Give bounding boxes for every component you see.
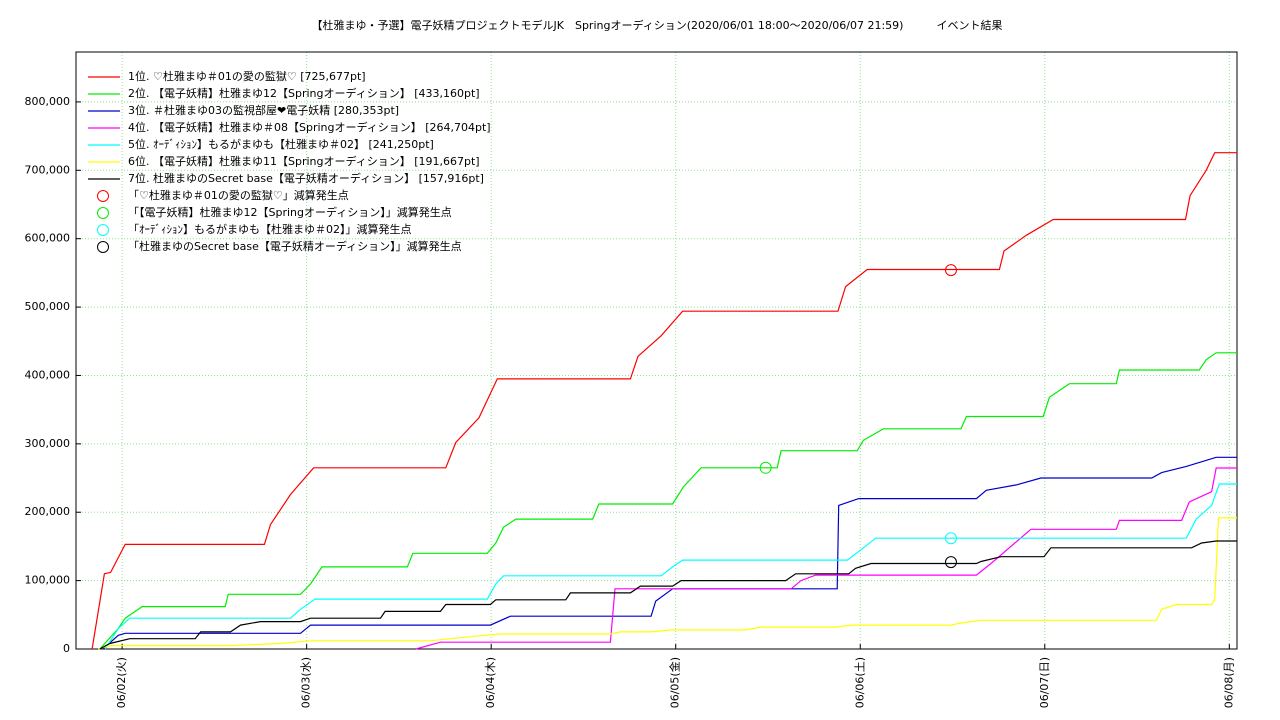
- legend-label: 5位. ｵｰﾃﾞｨｼｮﾝ】もるがまゆも【杜雅まゆ＃02】 [241,250pt]: [128, 137, 434, 151]
- y-tick-label: 100,000: [25, 574, 71, 587]
- series-line: [91, 152, 1237, 650]
- legend-label: 2位. 【電子妖精】杜雅まゆ12【Springオーディション】 [433,160…: [128, 86, 480, 100]
- legend-label: 1位. ♡杜雅まゆ＃01の愛の監獄♡ [725,677pt]: [128, 69, 366, 83]
- legend-swatch: [97, 224, 109, 236]
- series-line: [99, 352, 1237, 650]
- marker: [944, 532, 957, 545]
- x-tick-label: 06/05(金): [668, 657, 682, 708]
- plot-frame: [75, 51, 1238, 650]
- x-tick-label: 06/06(土): [853, 657, 866, 708]
- x-tick-label: 06/08(月): [1222, 657, 1235, 708]
- series-line: [99, 540, 1237, 650]
- chart-title: 【杜雅まゆ・予選】電子妖精プロジェクトモデルJK Springオーディション(2…: [312, 18, 1003, 32]
- legend-label: 「杜雅まゆのSecret base【電子妖精オーディション】」減算発生点: [128, 239, 462, 253]
- marker: [759, 461, 772, 474]
- legend-label: 「♡杜雅まゆ＃01の愛の監獄♡」減算発生点: [128, 188, 349, 202]
- legend-swatch: [97, 241, 109, 253]
- series-line: [102, 456, 1237, 650]
- y-tick-label: 300,000: [25, 437, 71, 450]
- series-line: [98, 517, 1237, 650]
- x-tick-label: 06/02(火): [115, 657, 128, 708]
- x-tick-label: 06/07(日): [1038, 657, 1051, 708]
- marker: [944, 264, 957, 277]
- legend-label: 4位. 【電子妖精】杜雅まゆ＃08【Springオーディション】 [264,70…: [128, 120, 491, 134]
- series-line: [415, 467, 1237, 650]
- y-tick-label: 400,000: [25, 368, 71, 381]
- x-tick-label: 06/04(木): [484, 657, 497, 708]
- y-tick-label: 600,000: [25, 232, 71, 245]
- legend-label: 「ｵｰﾃﾞｨｼｮﾝ】もるがまゆも【杜雅まゆ＃02】」減算発生点: [128, 222, 412, 236]
- legend-label: 3位. ＃杜雅まゆ03の監視部屋❤電子妖精 [280,353pt]: [128, 103, 399, 117]
- legend-swatch: [97, 190, 109, 202]
- y-tick-label: 200,000: [25, 505, 71, 518]
- y-tick-label: 800,000: [25, 95, 71, 108]
- legend-label: 「【電子妖精】杜雅まゆ12【Springオーディション】」減算発生点: [128, 205, 452, 219]
- y-tick-label: 700,000: [25, 163, 71, 176]
- y-tick-label: 500,000: [25, 300, 71, 313]
- legend-label: 7位. 杜雅まゆのSecret base【電子妖精オーディション】 [157,9…: [128, 171, 484, 185]
- y-tick-label: 0: [63, 642, 70, 655]
- marker: [944, 556, 957, 569]
- legend-swatch: [97, 207, 109, 219]
- series-line: [104, 483, 1237, 650]
- x-tick-label: 06/03(水): [300, 657, 313, 708]
- legend-label: 6位. 【電子妖精】杜雅まゆ11【Springオーディション】 [191,667…: [128, 154, 480, 168]
